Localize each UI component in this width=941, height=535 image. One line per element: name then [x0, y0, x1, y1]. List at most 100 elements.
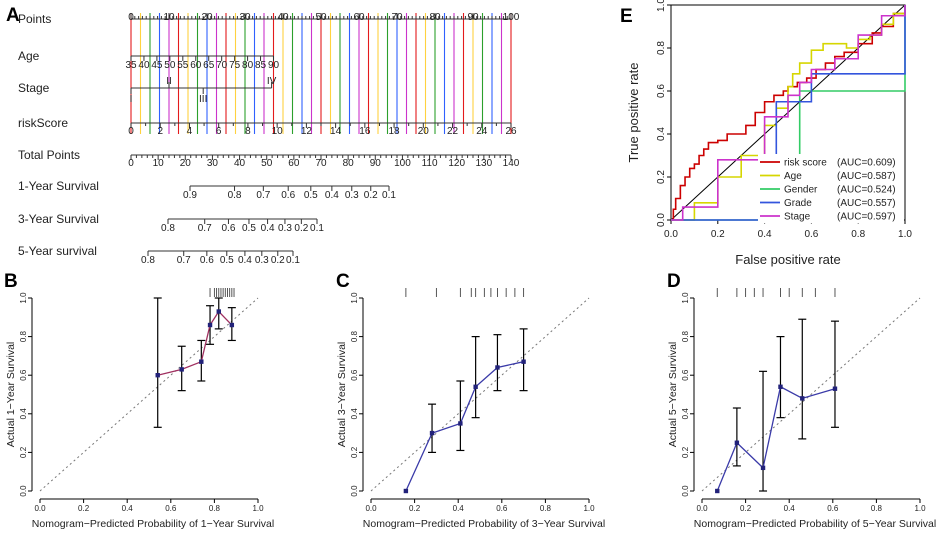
nomogram-tick-label: 0.1 — [382, 190, 396, 201]
calibration-y-tick-label: 1.0 — [350, 292, 359, 304]
nomogram-stage-label: I — [130, 94, 133, 105]
calibration-y-axis-title: Actual 1−Year Survival — [5, 342, 17, 448]
calibration-y-tick-label: 0.6 — [681, 369, 690, 381]
calibration-panel-3yr: C 0.0 0.0 0.2 0.2 0.4 0.4 0.6 0.6 0.8 0.8 1.0 1.0 No… — [336, 271, 605, 530]
nomogram-stage-label: III — [199, 94, 207, 105]
nomogram-tick-label: 2 — [157, 126, 163, 137]
calibration-ideal-line — [370, 297, 590, 492]
nomogram-tick-label: 8 — [245, 126, 251, 137]
calibration-y-tick-label: 0.2 — [350, 446, 359, 458]
nomogram-tick-label: 0.6 — [200, 255, 214, 266]
nomogram-tick-label: 50 — [315, 12, 327, 23]
calibration-y-tick-label: 0.4 — [19, 408, 28, 420]
nomogram-tick-label: 70 — [391, 12, 403, 23]
nomogram-tick-label: 0.5 — [304, 190, 318, 201]
calibration-x-tick-label: 0.0 — [365, 504, 377, 513]
nomogram-tick-label: 0 — [128, 158, 134, 169]
calibration-x-tick-label: 0.2 — [409, 504, 421, 513]
nomogram-tick-label: 40 — [234, 158, 246, 169]
calibration-point — [521, 359, 526, 364]
roc-x-tick-label: 0.0 — [664, 229, 678, 240]
roc-y-tick-label: 0.2 — [656, 170, 667, 184]
nomogram-stage-label: II — [166, 76, 172, 87]
roc-x-tick-label: 1.0 — [898, 229, 912, 240]
nomogram-tick-label: 60 — [353, 12, 365, 23]
roc-curve-stage — [671, 5, 906, 221]
calibration-x-tick-label: 0.8 — [540, 504, 552, 513]
calibration-x-tick-label: 0.4 — [453, 504, 465, 513]
roc-chart: 0.0 0.2 0.4 0.6 0.8 1.0 0.0 0.2 0.4 0.6 0.8 1.0 Fals… — [626, 0, 912, 267]
nomogram-tick-label: 20 — [418, 126, 430, 137]
calibration-x-tick-label: 0.8 — [871, 504, 883, 513]
calibration-point — [403, 488, 409, 494]
calibration-x-tick-label: 0.0 — [34, 504, 46, 513]
nomogram-tick-label: 0.3 — [255, 255, 269, 266]
calibration-point — [495, 365, 500, 370]
nomogram-tick-label: 55 — [177, 60, 189, 71]
calibration-line — [405, 361, 524, 492]
nomogram-tick-label: 0.5 — [242, 223, 256, 234]
calibration-point — [760, 465, 766, 471]
roc-y-tick-label: 1.0 — [656, 0, 667, 12]
nomogram-tick-label: 0.3 — [278, 223, 292, 234]
calibration-y-tick-label: 0.0 — [350, 485, 359, 497]
calibration-point — [473, 384, 478, 389]
roc-x-tick-label: 0.2 — [711, 229, 725, 240]
calibration-y-tick-label: 1.0 — [19, 292, 28, 304]
roc-legend-auc: (AUC=0.587) — [837, 171, 896, 182]
nomogram-tick-label: 50 — [164, 60, 176, 71]
calibration-x-tick-label: 0.6 — [165, 504, 177, 513]
roc-panel: E 0.0 0.2 0.4 0.6 0.8 1.0 0.0 0.2 0.4 0.6 0.8 1.0 Fa… — [620, 0, 912, 267]
nomogram-tick-label: 0.6 — [281, 190, 295, 201]
nomogram-tick-label: 65 — [203, 60, 215, 71]
calibration-y-tick-label: 0.4 — [681, 408, 690, 420]
nomogram-rows: Points Age Stage riskScore Total Points 1-Yea… — [18, 12, 520, 266]
nomogram-tick-label: 10 — [163, 12, 175, 23]
calibration-y-tick-label: 0.2 — [681, 446, 690, 458]
calibration-point — [832, 386, 838, 391]
nomogram-tick-label: 90 — [370, 158, 382, 169]
calibration-x-tick-label: 0.4 — [784, 504, 796, 513]
roc-legend-name: risk score — [784, 158, 827, 169]
nomogram-tick-label: 0.8 — [141, 255, 155, 266]
panel-label-b: B — [4, 271, 18, 292]
nomogram-tick-label: 20 — [180, 158, 192, 169]
roc-legend-name: Grade — [784, 198, 812, 209]
nomogram-tick-label: 22 — [447, 126, 459, 137]
nomogram-tick-label: 0.4 — [325, 190, 339, 201]
calibration-x-tick-label: 0.0 — [696, 504, 708, 513]
panel-label-a: A — [6, 5, 20, 26]
calibration-y-tick-label: 1.0 — [681, 292, 690, 304]
nomogram-tick-label: 70 — [315, 158, 327, 169]
calibration-line — [716, 385, 836, 492]
roc-y-tick-label: 0.8 — [656, 41, 667, 55]
nomogram-tick-label: 26 — [505, 126, 517, 137]
calibration-point — [778, 384, 783, 389]
calibration-y-tick-label: 0.0 — [681, 485, 690, 497]
panel-label-c: C — [336, 271, 350, 292]
nomogram-row-label: Points — [18, 12, 51, 26]
calibration-y-tick-label: 0.8 — [19, 330, 28, 342]
nomogram-tick-label: 0.8 — [161, 223, 175, 234]
nomogram-tick-label: 60 — [288, 158, 300, 169]
calibration-ideal-line — [39, 297, 259, 492]
roc-x-tick-label: 0.8 — [851, 229, 865, 240]
calibration-chart-5yr: 0.0 0.0 0.2 0.2 0.4 0.4 0.6 0.6 0.8 0.8 1.0 1.0 Nomo… — [667, 288, 936, 530]
nomogram-tick-label: 0.6 — [222, 223, 236, 234]
nomogram-tick-label: 130 — [476, 158, 493, 169]
nomogram-tick-label: 0 — [128, 126, 134, 137]
nomogram-tick-label: 0.7 — [256, 190, 270, 201]
calibration-point — [458, 421, 463, 426]
roc-x-tick-label: 0.4 — [758, 229, 772, 240]
nomogram-tick-label: 80 — [429, 12, 441, 23]
calibration-x-tick-label: 0.2 — [740, 504, 752, 513]
nomogram-tick-label: 0.2 — [364, 190, 378, 201]
calibration-y-tick-label: 0.4 — [350, 408, 359, 420]
nomogram-tick-label: 100 — [503, 12, 520, 23]
nomogram-gridlines — [130, 13, 512, 134]
calibration-y-tick-label: 0.6 — [19, 369, 28, 381]
calibration-point — [179, 367, 184, 372]
nomogram-tick-label: 0.4 — [261, 223, 275, 234]
nomogram-tick-label: 16 — [359, 126, 371, 137]
nomogram-tick-label: 6 — [216, 126, 222, 137]
